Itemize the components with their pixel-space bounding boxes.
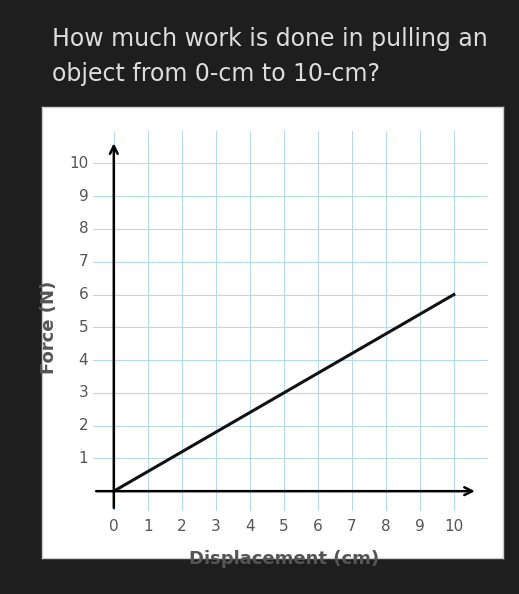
Text: 4: 4 bbox=[79, 353, 88, 368]
Text: 6: 6 bbox=[78, 287, 88, 302]
Text: 10: 10 bbox=[69, 156, 88, 171]
Text: 3: 3 bbox=[211, 519, 221, 534]
Text: 10: 10 bbox=[444, 519, 463, 534]
Text: 4: 4 bbox=[245, 519, 255, 534]
Text: 2: 2 bbox=[79, 418, 88, 433]
Text: Force (N): Force (N) bbox=[40, 281, 58, 374]
Text: 3: 3 bbox=[78, 386, 88, 400]
Text: 1: 1 bbox=[79, 451, 88, 466]
Text: 5: 5 bbox=[79, 320, 88, 335]
Text: 9: 9 bbox=[415, 519, 425, 534]
Text: How much work is done in pulling an: How much work is done in pulling an bbox=[52, 27, 488, 50]
Text: 0: 0 bbox=[109, 519, 119, 534]
Text: 9: 9 bbox=[78, 189, 88, 204]
Text: 5: 5 bbox=[279, 519, 289, 534]
Text: 1: 1 bbox=[143, 519, 153, 534]
Text: 7: 7 bbox=[79, 254, 88, 269]
Text: 8: 8 bbox=[79, 222, 88, 236]
Text: 7: 7 bbox=[347, 519, 357, 534]
Text: 6: 6 bbox=[313, 519, 323, 534]
Text: 8: 8 bbox=[381, 519, 391, 534]
Text: 2: 2 bbox=[177, 519, 187, 534]
Text: object from 0-cm to 10-cm?: object from 0-cm to 10-cm? bbox=[52, 62, 380, 86]
Text: Displacement (cm): Displacement (cm) bbox=[189, 550, 379, 568]
